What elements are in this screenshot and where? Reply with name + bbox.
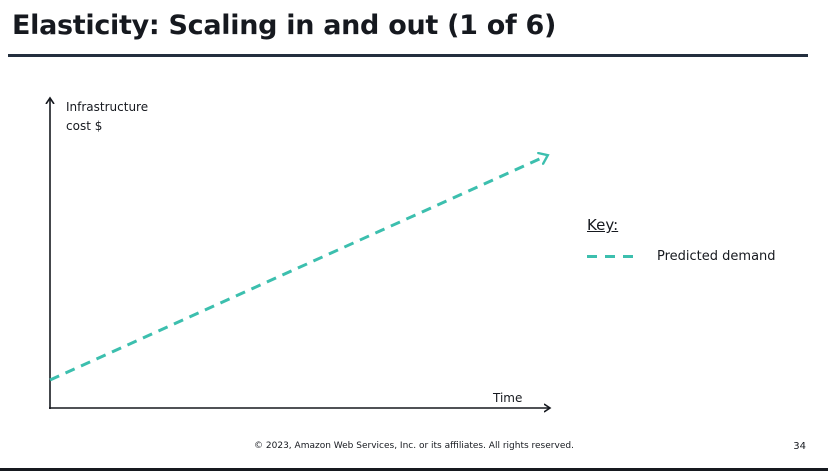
series-layer bbox=[49, 156, 546, 382]
page-number: 34 bbox=[793, 441, 806, 452]
series-line-predicted-demand bbox=[49, 156, 546, 382]
legend-item-predicted-demand: Predicted demand bbox=[587, 246, 776, 266]
x-axis-label: Time bbox=[492, 391, 522, 405]
legend-label: Predicted demand bbox=[657, 248, 776, 264]
y-axis-label-line-2: cost $ bbox=[66, 119, 102, 133]
y-axis-label-line-1: Infrastructure bbox=[66, 100, 148, 114]
slide-title: Elasticity: Scaling in and out (1 of 6) bbox=[12, 10, 557, 41]
legend-dashed-line-swatch bbox=[587, 254, 633, 258]
title-rule bbox=[8, 54, 808, 57]
copyright-footer: © 2023, Amazon Web Services, Inc. or its… bbox=[254, 441, 574, 451]
legend-title: Key: bbox=[587, 216, 619, 234]
